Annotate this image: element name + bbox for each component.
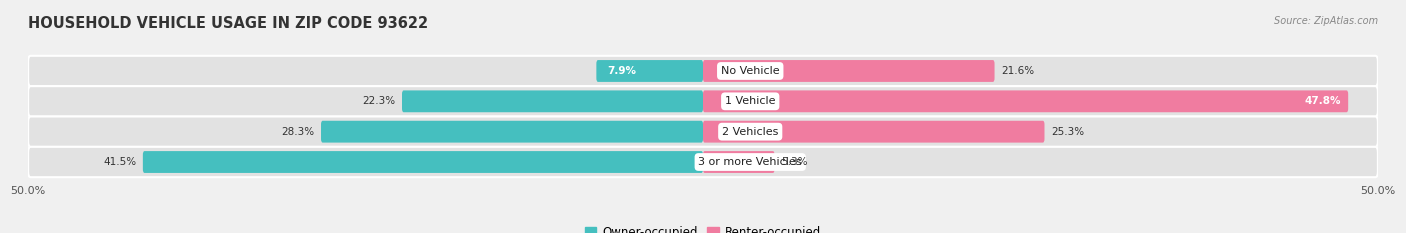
FancyBboxPatch shape	[703, 151, 775, 173]
FancyBboxPatch shape	[703, 60, 994, 82]
Text: 41.5%: 41.5%	[103, 157, 136, 167]
FancyBboxPatch shape	[402, 90, 703, 112]
FancyBboxPatch shape	[703, 121, 1045, 143]
Text: 28.3%: 28.3%	[281, 127, 315, 137]
Text: HOUSEHOLD VEHICLE USAGE IN ZIP CODE 93622: HOUSEHOLD VEHICLE USAGE IN ZIP CODE 9362…	[28, 16, 429, 31]
Text: Source: ZipAtlas.com: Source: ZipAtlas.com	[1274, 16, 1378, 26]
Text: 25.3%: 25.3%	[1052, 127, 1084, 137]
Text: 1 Vehicle: 1 Vehicle	[725, 96, 776, 106]
FancyBboxPatch shape	[703, 90, 1348, 112]
FancyBboxPatch shape	[28, 56, 1378, 86]
Text: 2 Vehicles: 2 Vehicles	[723, 127, 779, 137]
Text: 7.9%: 7.9%	[607, 66, 636, 76]
Text: 3 or more Vehicles: 3 or more Vehicles	[699, 157, 801, 167]
FancyBboxPatch shape	[28, 147, 1378, 177]
FancyBboxPatch shape	[596, 60, 703, 82]
Text: 22.3%: 22.3%	[363, 96, 395, 106]
Text: 21.6%: 21.6%	[1001, 66, 1035, 76]
FancyBboxPatch shape	[143, 151, 703, 173]
FancyBboxPatch shape	[28, 116, 1378, 147]
Text: 5.3%: 5.3%	[782, 157, 808, 167]
Text: 47.8%: 47.8%	[1305, 96, 1341, 106]
Text: No Vehicle: No Vehicle	[721, 66, 779, 76]
FancyBboxPatch shape	[28, 86, 1378, 116]
FancyBboxPatch shape	[321, 121, 703, 143]
Legend: Owner-occupied, Renter-occupied: Owner-occupied, Renter-occupied	[579, 221, 827, 233]
